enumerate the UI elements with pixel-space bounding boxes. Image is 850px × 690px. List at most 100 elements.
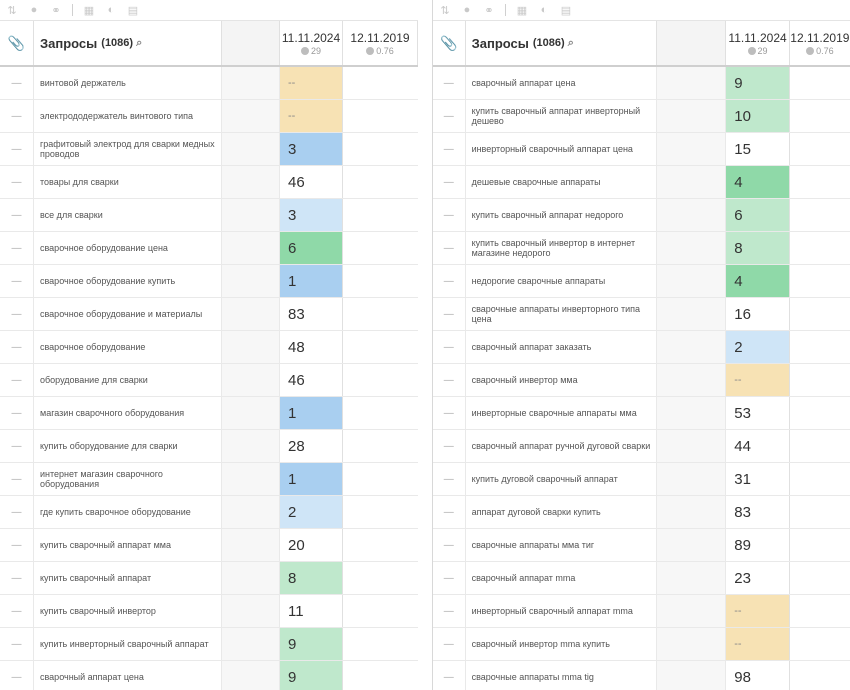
link-icon[interactable]: ⚭ [51,4,61,17]
contrast-icon[interactable]: ◐ [107,4,115,16]
chart-icon[interactable]: ▤ [127,4,139,17]
row-marker[interactable]: — [0,331,34,363]
table-row[interactable]: — сварочный аппарат цена 9 [0,661,418,690]
row-marker[interactable]: — [0,199,34,231]
row-marker[interactable]: — [0,628,34,660]
row-marker[interactable]: — [433,397,466,429]
table-row[interactable]: — сварочные аппараты mma tig 98 [433,661,850,690]
paperclip-icon[interactable]: 📎 [0,21,34,65]
row-marker[interactable]: — [0,364,34,396]
table-row[interactable]: — купить сварочный аппарат инверторный де… [433,100,850,133]
table-row[interactable]: — купить дуговой сварочный аппарат 31 [433,463,850,496]
date-column-header[interactable]: 11.11.2024 29 [726,21,790,65]
row-marker[interactable]: — [433,496,466,528]
row-marker[interactable]: — [433,430,466,462]
row-marker[interactable]: — [0,298,34,330]
table-row[interactable]: — сварочный аппарат ручной дуговой сварки… [433,430,850,463]
eye-icon[interactable]: ● [463,4,471,16]
table-row[interactable]: — инверторный сварочный аппарат цена 15 [433,133,850,166]
row-marker[interactable]: — [0,496,34,528]
row-marker[interactable]: — [433,67,466,99]
contrast-icon[interactable]: ◐ [540,4,548,16]
table-row[interactable]: — сварочный аппарат mma 23 [433,562,850,595]
row-marker[interactable]: — [433,331,466,363]
row-marker[interactable]: — [433,265,466,297]
table-row[interactable]: — где купить сварочное оборудование 2 [0,496,418,529]
table-row[interactable]: — электрододержатель винтового типа -- [0,100,418,133]
row-marker[interactable]: — [0,397,34,429]
calculator-icon[interactable]: ▦ [83,4,95,17]
row-marker[interactable]: — [0,100,34,132]
eye-icon[interactable]: ● [30,4,38,16]
table-row[interactable]: — инверторные сварочные аппараты мма 53 [433,397,850,430]
row-marker[interactable]: — [433,364,466,396]
table-row[interactable]: — сварочный аппарат заказать 2 [433,331,850,364]
row-marker[interactable]: — [433,199,466,231]
table-row[interactable]: — сварочный инвертор mma купить -- [433,628,850,661]
table-row[interactable]: — сварочные аппараты мма тиг 89 [433,529,850,562]
table-row[interactable]: — сварочное оборудование купить 1 [0,265,418,298]
row-marker[interactable]: — [0,232,34,264]
row-marker[interactable]: — [0,133,34,165]
row-marker[interactable]: — [0,529,34,561]
row-marker[interactable]: — [433,100,466,132]
table-row[interactable]: — магазин сварочного оборудования 1 [0,397,418,430]
row-marker[interactable]: — [433,595,466,627]
table-row[interactable]: — сварочное оборудование цена 6 [0,232,418,265]
date-column-header-2[interactable]: 12.11.2019 0.76 [343,21,418,65]
queries-column-header[interactable]: Запросы (1086) ⌕ [466,21,658,65]
row-marker[interactable]: — [0,595,34,627]
date-column-header-2[interactable]: 12.11.2019 0.76 [790,21,850,65]
table-row[interactable]: — винтовой держатель -- [0,67,418,100]
table-row[interactable]: — аппарат дуговой сварки купить 83 [433,496,850,529]
table-row[interactable]: — интернет магазин сварочного оборудовани… [0,463,418,496]
table-row[interactable]: — сварочный инвертор мма -- [433,364,850,397]
table-row[interactable]: — купить оборудование для сварки 28 [0,430,418,463]
table-row[interactable]: — дешевые сварочные аппараты 4 [433,166,850,199]
table-row[interactable]: — сварочный аппарат цена 9 [433,67,850,100]
row-marker[interactable]: — [0,562,34,594]
row-marker[interactable]: — [433,298,466,330]
table-row[interactable]: — купить сварочный аппарат недорого 6 [433,199,850,232]
table-row[interactable]: — купить сварочный аппарат 8 [0,562,418,595]
table-row[interactable]: — все для сварки 3 [0,199,418,232]
table-row[interactable]: — сварочное оборудование и материалы 83 [0,298,418,331]
row-marker[interactable]: — [433,628,466,660]
row-marker[interactable]: — [0,67,34,99]
row-marker[interactable]: — [433,232,466,264]
table-row[interactable]: — купить сварочный аппарат мма 20 [0,529,418,562]
row-marker[interactable]: — [0,166,34,198]
table-row[interactable]: — недорогие сварочные аппараты 4 [433,265,850,298]
search-icon[interactable]: ⌕ [567,36,574,49]
calculator-icon[interactable]: ▦ [516,4,528,17]
row-marker[interactable]: — [0,661,34,690]
row-marker[interactable]: — [0,265,34,297]
query-text: сварочный аппарат цена [34,661,222,690]
queries-column-header[interactable]: Запросы (1086) ⌕ [34,21,222,65]
row-marker[interactable]: — [433,133,466,165]
row-marker[interactable]: — [433,463,466,495]
paperclip-icon[interactable]: 📎 [433,21,466,65]
search-icon[interactable]: ⌕ [136,36,143,49]
chart-icon[interactable]: ▤ [560,4,572,17]
table-row[interactable]: — сварочные аппараты инверторного типа це… [433,298,850,331]
row-marker[interactable]: — [433,529,466,561]
table-row[interactable]: — купить инверторный сварочный аппарат 9 [0,628,418,661]
query-text: интернет магазин сварочного оборудования [34,463,222,495]
table-row[interactable]: — инверторный сварочный аппарат mma -- [433,595,850,628]
sort-icon[interactable]: ⇅ [7,4,17,17]
row-marker[interactable]: — [433,661,466,690]
table-row[interactable]: — товары для сварки 46 [0,166,418,199]
table-row[interactable]: — сварочное оборудование 48 [0,331,418,364]
sort-icon[interactable]: ⇅ [440,4,450,17]
table-row[interactable]: — купить сварочный инвертор в интернет ма… [433,232,850,265]
date-column-header[interactable]: 11.11.2024 29 [280,21,343,65]
row-marker[interactable]: — [0,430,34,462]
link-icon[interactable]: ⚭ [484,4,494,17]
table-row[interactable]: — оборудование для сварки 46 [0,364,418,397]
row-marker[interactable]: — [433,562,466,594]
row-marker[interactable]: — [433,166,466,198]
table-row[interactable]: — графитовый электрод для сварки медных п… [0,133,418,166]
table-row[interactable]: — купить сварочный инвертор 11 [0,595,418,628]
row-marker[interactable]: — [0,463,34,495]
